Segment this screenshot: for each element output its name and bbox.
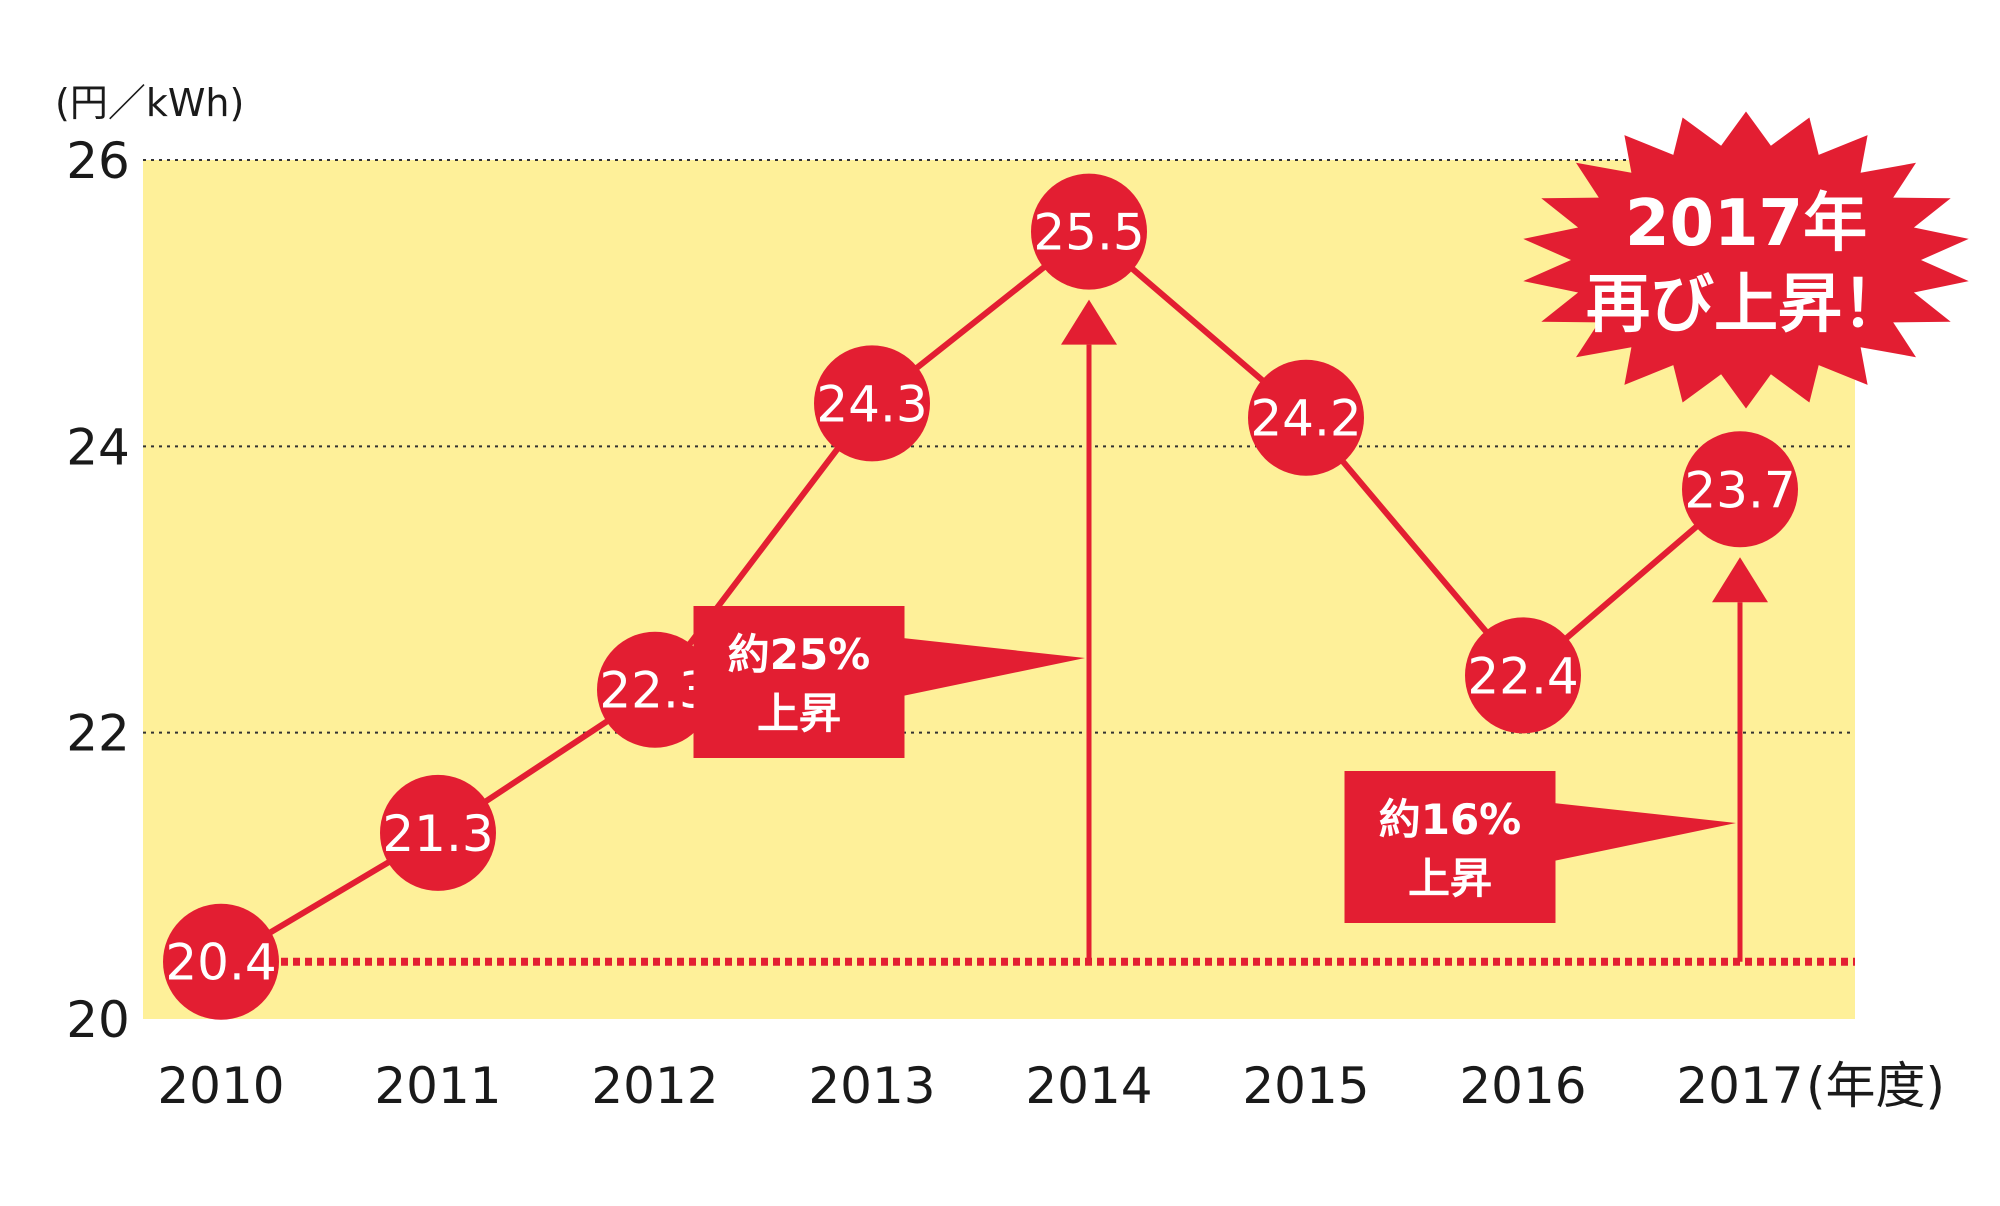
- data-point: [1031, 173, 1147, 290]
- callout-line-2: 再び上昇！: [1586, 268, 1906, 342]
- data-label: 24.2: [1250, 390, 1361, 448]
- data-points: 20.4 21.3 22.3 24.3 25.5 24.2 22.4 23.7: [163, 173, 1798, 1020]
- annotation-line-1: 約16%: [1379, 795, 1522, 844]
- data-point: [380, 774, 496, 891]
- annotation-line-2: 上昇: [1408, 854, 1492, 903]
- data-label: 24.3: [816, 375, 927, 433]
- x-axis-unit: (年度): [1806, 1057, 1945, 1115]
- increase-arrows: [1061, 299, 1768, 962]
- x-tick-label: 2011: [374, 1057, 501, 1115]
- annotation-box: [693, 606, 905, 758]
- data-label: 22.4: [1467, 647, 1578, 705]
- data-label: 22.3: [599, 662, 710, 720]
- annotation-line-2: 上昇: [757, 689, 841, 738]
- arrow-head: [1712, 557, 1768, 603]
- annotation-pointer: [1553, 803, 1736, 861]
- x-tick-label: 2012: [591, 1057, 718, 1115]
- data-label: 20.4: [165, 934, 276, 992]
- annotation-box: [1344, 771, 1556, 923]
- y-tick-label: 22: [66, 705, 130, 763]
- data-point: [1465, 617, 1581, 734]
- data-label: 25.5: [1033, 204, 1144, 262]
- annotation-line-1: 約25%: [728, 630, 871, 679]
- data-point: [597, 631, 713, 748]
- burst-shape: [1523, 111, 1969, 409]
- data-point: [163, 903, 279, 1020]
- x-tick-label: 2014: [1025, 1057, 1152, 1115]
- data-label: 21.3: [382, 805, 493, 863]
- data-label: 23.7: [1684, 461, 1795, 519]
- data-point: [814, 345, 930, 462]
- y-axis-unit: (円／kWh): [55, 81, 244, 125]
- data-point: [1682, 431, 1798, 548]
- x-tick-label: 2017: [1676, 1057, 1803, 1115]
- data-point: [1248, 359, 1364, 476]
- x-axis-ticks: 2010 2011 2012 2013 2014 2015 2016 2017: [157, 1057, 1803, 1115]
- y-tick-label: 24: [66, 418, 130, 476]
- x-tick-label: 2015: [1242, 1057, 1369, 1115]
- callout-line-1: 2017年: [1625, 187, 1867, 261]
- annotation-pointer: [902, 638, 1085, 696]
- y-tick-label: 26: [66, 132, 130, 190]
- x-tick-label: 2013: [808, 1057, 935, 1115]
- x-tick-label: 2010: [157, 1057, 284, 1115]
- arrow-head: [1061, 299, 1117, 345]
- y-axis-ticks: 20 22 24 26: [66, 132, 130, 1049]
- y-tick-label: 20: [66, 991, 130, 1049]
- x-tick-label: 2016: [1459, 1057, 1586, 1115]
- callout-burst: 2017年 再び上昇！: [1523, 111, 1969, 409]
- grid-lines: [143, 159, 1855, 734]
